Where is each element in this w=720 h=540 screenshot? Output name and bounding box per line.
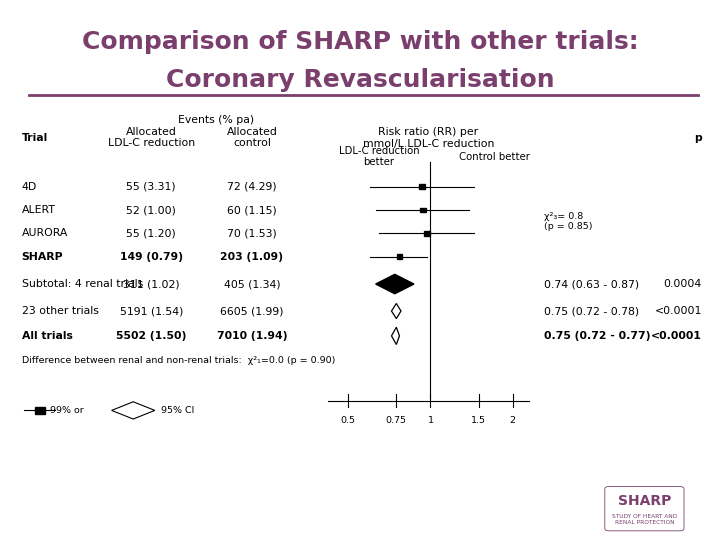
Text: AURORA: AURORA <box>22 228 68 238</box>
Text: 7010 (1.94): 7010 (1.94) <box>217 331 287 341</box>
Text: 0.75: 0.75 <box>386 416 407 425</box>
Text: Coronary Revascularisation: Coronary Revascularisation <box>166 68 554 91</box>
Text: 60 (1.15): 60 (1.15) <box>227 205 277 215</box>
Text: 23 other trials: 23 other trials <box>22 306 99 316</box>
Text: Difference between renal and non-renal trials:  χ²₁=0.0 (p = 0.90): Difference between renal and non-renal t… <box>22 356 335 365</box>
Text: 99% or: 99% or <box>50 406 84 415</box>
Text: 1.5: 1.5 <box>471 416 486 425</box>
Text: 0.5: 0.5 <box>341 416 356 425</box>
Bar <box>420 208 426 212</box>
Text: 6605 (1.99): 6605 (1.99) <box>220 306 284 316</box>
Text: 55 (1.20): 55 (1.20) <box>126 228 176 238</box>
Bar <box>397 254 402 259</box>
Text: All trials: All trials <box>22 331 73 341</box>
Text: <0.0001: <0.0001 <box>651 331 702 341</box>
Text: STUDY OF HEART AND
RENAL PROTECTION: STUDY OF HEART AND RENAL PROTECTION <box>612 514 677 525</box>
Text: Trial: Trial <box>22 133 48 143</box>
Text: 5191 (1.54): 5191 (1.54) <box>120 306 183 316</box>
Text: SHARP: SHARP <box>22 252 63 261</box>
Text: 5502 (1.50): 5502 (1.50) <box>116 331 186 341</box>
Polygon shape <box>392 327 400 345</box>
Text: 95% CI: 95% CI <box>161 406 194 415</box>
Text: <0.0001: <0.0001 <box>654 306 702 316</box>
Text: 70 (1.53): 70 (1.53) <box>227 228 277 238</box>
Text: Allocated
LDL-C reduction: Allocated LDL-C reduction <box>107 127 195 148</box>
Text: LDL-C reduction
better: LDL-C reduction better <box>338 146 419 167</box>
Text: Events (% pa): Events (% pa) <box>178 115 254 125</box>
Text: Subtotal: 4 renal trials: Subtotal: 4 renal trials <box>22 279 143 289</box>
Text: 4D: 4D <box>22 182 37 192</box>
Text: p: p <box>694 133 702 143</box>
FancyBboxPatch shape <box>605 487 684 531</box>
Polygon shape <box>112 402 155 419</box>
Text: Risk ratio (RR) per
mmol/L LDL-C reduction: Risk ratio (RR) per mmol/L LDL-C reducti… <box>363 127 494 148</box>
Text: χ²₃= 0.8
(p = 0.85): χ²₃= 0.8 (p = 0.85) <box>544 212 592 231</box>
Text: SHARP: SHARP <box>618 494 671 508</box>
Text: 0.75 (0.72 - 0.77): 0.75 (0.72 - 0.77) <box>544 331 650 341</box>
Text: Comparison of SHARP with other trials:: Comparison of SHARP with other trials: <box>81 30 639 53</box>
Text: 0.74 (0.63 - 0.87): 0.74 (0.63 - 0.87) <box>544 279 639 289</box>
Text: 52 (1.00): 52 (1.00) <box>126 205 176 215</box>
Text: 311 (1.02): 311 (1.02) <box>123 279 179 289</box>
Text: 0.0004: 0.0004 <box>664 279 702 289</box>
Bar <box>419 185 425 189</box>
Text: Allocated
control: Allocated control <box>227 127 277 148</box>
Text: 405 (1.34): 405 (1.34) <box>224 279 280 289</box>
Text: 72 (4.29): 72 (4.29) <box>228 182 276 192</box>
Bar <box>35 407 45 414</box>
Polygon shape <box>392 303 401 319</box>
Text: ALERT: ALERT <box>22 205 55 215</box>
Text: 1: 1 <box>428 416 433 425</box>
Text: 55 (3.31): 55 (3.31) <box>127 182 176 192</box>
Text: Control better: Control better <box>459 152 530 161</box>
Polygon shape <box>376 274 414 294</box>
Text: 2: 2 <box>510 416 516 425</box>
Text: 203 (1.09): 203 (1.09) <box>220 252 284 261</box>
Text: 0.75 (0.72 - 0.78): 0.75 (0.72 - 0.78) <box>544 306 639 316</box>
Bar <box>424 231 430 235</box>
Text: 149 (0.79): 149 (0.79) <box>120 252 183 261</box>
